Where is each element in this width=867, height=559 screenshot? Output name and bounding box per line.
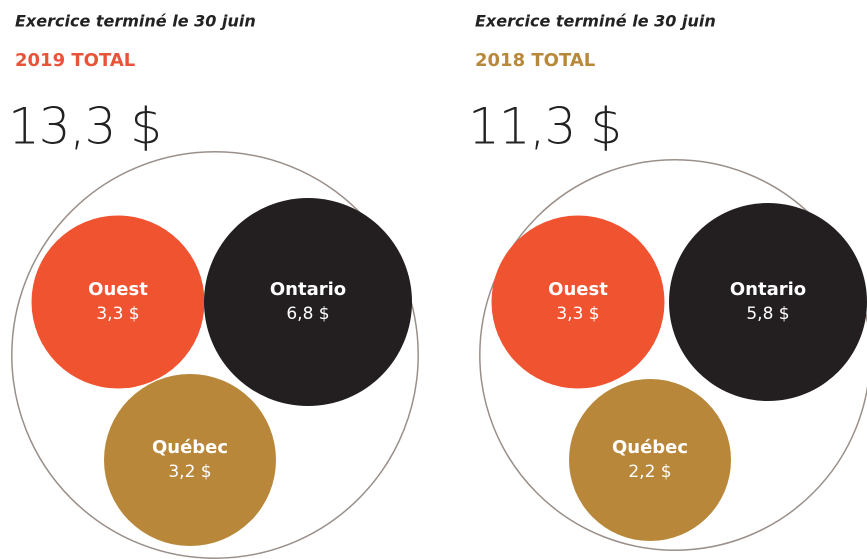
region-bubble bbox=[491, 215, 665, 389]
region-value: 5,8 $ bbox=[746, 304, 789, 324]
region-value: 6,8 $ bbox=[286, 304, 329, 324]
region-name: Québec bbox=[612, 437, 688, 458]
total-value: 13,3 $ bbox=[8, 98, 161, 156]
region-value: 3,2 $ bbox=[168, 462, 211, 482]
region-name: Ontario bbox=[270, 279, 346, 300]
region-name: Ouest bbox=[548, 279, 608, 300]
region-bubble bbox=[31, 215, 205, 389]
total-circle bbox=[11, 151, 419, 559]
total-circle bbox=[479, 159, 867, 551]
region-name: Ontario bbox=[730, 279, 806, 300]
region-name: Québec bbox=[152, 437, 228, 458]
total-value: 11,3 $ bbox=[468, 98, 621, 156]
title: 2018 TOTAL bbox=[475, 50, 595, 71]
subtitle: Exercice terminé le 30 juin bbox=[15, 12, 256, 31]
region-value: 2,2 $ bbox=[628, 462, 671, 482]
region-value: 3,3 $ bbox=[96, 304, 139, 324]
region-bubble bbox=[104, 374, 276, 546]
region-bubble bbox=[204, 198, 412, 406]
region-name: Ouest bbox=[88, 279, 148, 300]
title: 2019 TOTAL bbox=[15, 50, 135, 71]
region-bubble bbox=[669, 203, 867, 401]
subtitle: Exercice terminé le 30 juin bbox=[475, 12, 716, 31]
region-value: 3,3 $ bbox=[556, 304, 599, 324]
region-bubble bbox=[569, 379, 731, 541]
